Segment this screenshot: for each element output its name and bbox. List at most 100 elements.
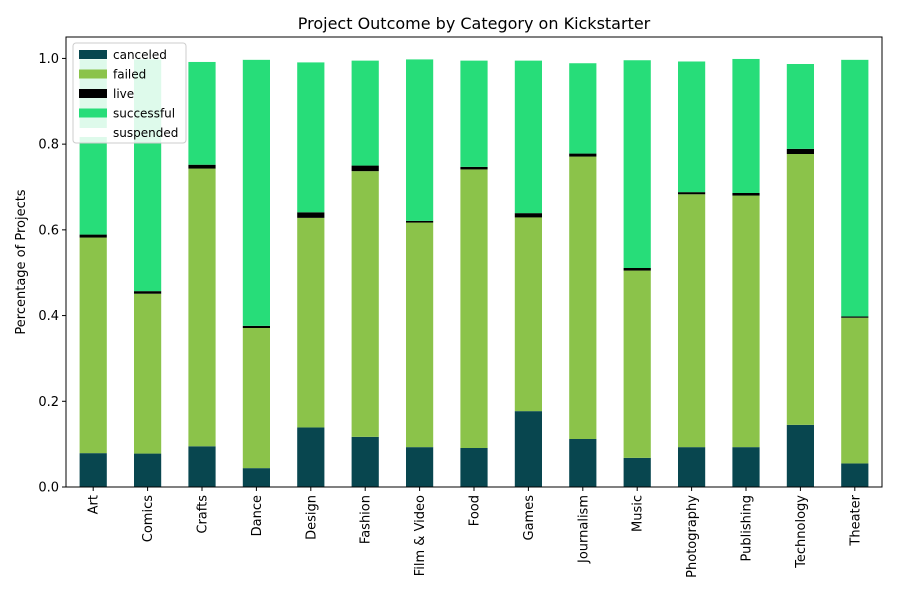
x-tick-label: Food (468, 495, 483, 526)
bar-segment-live-6 (406, 220, 434, 223)
legend-swatch-live (79, 89, 107, 98)
x-tick-label: Theater (848, 494, 863, 546)
legend-label-canceled: canceled (113, 48, 167, 62)
bar-segment-live-9 (569, 153, 597, 157)
y-tick-label: 0.4 (38, 309, 59, 324)
bar-segment-failed-3 (242, 328, 270, 469)
bar-segment-successful-11 (678, 61, 706, 193)
x-tick-label: Games (522, 495, 537, 541)
x-tick-label: Publishing (740, 495, 755, 561)
y-axis-label: Percentage of Projects (14, 189, 29, 334)
bar-segment-successful-13 (786, 64, 814, 149)
bar-segment-live-12 (732, 193, 760, 196)
bar-segment-canceled-5 (351, 436, 379, 487)
bar-segment-successful-3 (242, 59, 270, 326)
bar-segment-live-11 (678, 192, 706, 195)
legend: canceled failed live successful suspended (72, 42, 187, 144)
bars-layer (79, 58, 869, 487)
legend-swatch-successful (79, 108, 107, 118)
bar-segment-canceled-8 (514, 411, 542, 487)
legend-label-successful: successful (113, 107, 175, 121)
bar-segment-suspended-7 (460, 59, 488, 61)
bar-segment-failed-14 (841, 317, 869, 464)
bar-segment-canceled-13 (786, 424, 814, 487)
bar-segment-live-8 (514, 213, 542, 218)
legend-label-live: live (113, 87, 134, 101)
bar-segment-live-13 (786, 148, 814, 154)
bar-segment-suspended-10 (623, 59, 651, 61)
x-tick-label: Fashion (359, 495, 374, 544)
y-tick-label: 0.8 (38, 138, 59, 153)
x-tick-label: Journalism (576, 495, 591, 564)
bar-segment-canceled-6 (406, 447, 434, 487)
bar-segment-successful-8 (514, 60, 542, 214)
bar-segment-live-3 (242, 325, 270, 328)
bar-segment-successful-9 (569, 63, 597, 154)
bar-segment-live-0 (79, 234, 107, 238)
bar-segment-canceled-3 (242, 468, 270, 487)
bar-segment-live-2 (188, 164, 216, 169)
bar-segment-failed-4 (297, 217, 325, 428)
bar-segment-failed-12 (732, 195, 760, 448)
x-tick-label: Comics (141, 495, 156, 542)
bar-segment-successful-5 (351, 60, 379, 166)
bar-segment-canceled-7 (460, 448, 488, 487)
bar-segment-canceled-4 (297, 427, 325, 487)
legend-box (72, 42, 187, 144)
legend-label-failed: failed (113, 68, 146, 82)
bar-segment-suspended-2 (188, 61, 216, 62)
x-tick-label: Dance (250, 495, 265, 536)
legend-swatch-failed (79, 69, 107, 79)
bar-segment-failed-7 (460, 169, 488, 448)
x-axis: Art Comics Crafts Dance Design Fashion Film & … (87, 487, 863, 578)
x-tick-label: Music (631, 495, 646, 532)
bar-segment-live-14 (841, 316, 869, 318)
bar-segment-successful-10 (623, 60, 651, 268)
x-tick-label: Crafts (196, 495, 211, 534)
bar-segment-failed-5 (351, 171, 379, 437)
bar-segment-live-4 (297, 212, 325, 218)
bar-segment-suspended-5 (351, 59, 379, 61)
bar-segment-successful-12 (732, 58, 760, 193)
bar-segment-live-5 (351, 165, 379, 172)
x-tick-label: Film & Video (413, 495, 428, 576)
bar-segment-successful-2 (188, 61, 216, 165)
bar-segment-failed-9 (569, 156, 597, 439)
bar-segment-canceled-11 (678, 447, 706, 487)
bar-segment-canceled-9 (569, 439, 597, 487)
bar-segment-failed-0 (79, 237, 107, 454)
bar-segment-failed-11 (678, 194, 706, 448)
legend-swatch-suspended (79, 128, 107, 137)
bar-segment-successful-4 (297, 62, 325, 213)
plot-frame (65, 36, 883, 488)
legend-swatch-canceled (79, 50, 107, 59)
y-tick-label: 0.6 (38, 223, 59, 238)
bar-segment-suspended-4 (297, 60, 325, 63)
y-axis: 0.0 0.2 0.4 0.6 0.8 1.0 (38, 52, 66, 496)
y-tick-label: 1.0 (38, 52, 59, 67)
bar-segment-suspended-8 (514, 59, 542, 61)
bar-segment-live-1 (134, 291, 162, 294)
x-tick-label: Technology (794, 495, 809, 569)
bar-segment-failed-8 (514, 217, 542, 412)
bar-segment-canceled-12 (732, 447, 760, 487)
bar-segment-failed-1 (134, 293, 162, 454)
bar-segment-failed-10 (623, 270, 651, 458)
bar-segment-canceled-10 (623, 457, 651, 487)
legend-label-suspended: suspended (113, 126, 178, 140)
x-tick-label: Photography (685, 495, 700, 578)
y-tick-label: 0.2 (38, 395, 59, 410)
bar-segment-failed-13 (786, 154, 814, 425)
bar-segment-live-10 (623, 268, 651, 271)
bar-segment-successful-7 (460, 60, 488, 167)
bar-segment-failed-2 (188, 168, 216, 447)
chart-title: Project Outcome by Category on Kickstart… (298, 14, 651, 33)
bar-segment-canceled-14 (841, 463, 869, 487)
bar-segment-canceled-1 (134, 453, 162, 487)
bar-segment-live-7 (460, 166, 488, 170)
x-tick-label: Art (87, 495, 102, 514)
bar-segment-successful-14 (841, 59, 869, 317)
bar-segment-canceled-2 (188, 446, 216, 487)
y-tick-label: 0.0 (38, 481, 59, 496)
bar-segment-canceled-0 (79, 453, 107, 487)
